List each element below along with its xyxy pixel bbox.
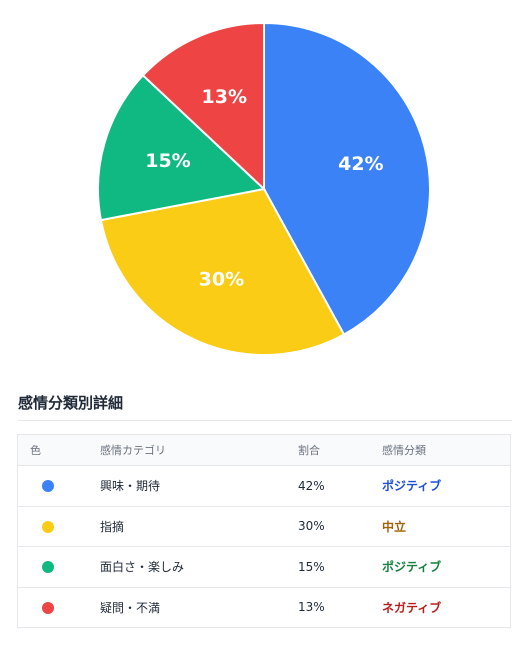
sentiment-cell: 中立 <box>382 506 511 547</box>
category-cell: 面白さ・楽しみ <box>100 546 298 588</box>
sentiment-cell: ポジティブ <box>382 465 511 507</box>
header-sentiment: 感情分類 <box>382 434 511 466</box>
pie-chart-svg: 42% 30% 15% 13% <box>97 21 431 356</box>
table-row: 疑問・不満 13% ネガティブ <box>18 587 511 628</box>
header-ratio: 割合 <box>298 434 382 466</box>
color-dot <box>42 480 54 493</box>
ratio-cell: 42% <box>298 465 382 507</box>
category-cell: 疑問・不満 <box>100 600 161 615</box>
pie-slice-label-1: 42% <box>338 153 383 175</box>
pie-slice-1 <box>263 21 431 336</box>
pie-slice-label-3: 15% <box>145 150 190 172</box>
detail-table: 色 感情カテゴリ 割合 感情分類 興味・期待 42% ポジティブ 指摘 30% … <box>17 434 511 628</box>
color-dot <box>42 561 54 574</box>
table-row: 興味・期待 42% ポジティブ <box>17 465 511 507</box>
ratio-cell: 30% <box>298 506 382 547</box>
category-cell: 指摘 <box>100 506 298 547</box>
ratio-cell: 13% <box>298 600 325 615</box>
section-title: 感情分類別詳細 <box>18 394 124 412</box>
sentiment-cell: ネガティブ <box>382 600 442 615</box>
pie-slice-4 <box>141 21 265 192</box>
table-row: 指摘 30% 中立 <box>17 506 511 547</box>
color-dot <box>42 520 54 533</box>
pie-slice-3 <box>97 73 267 222</box>
ratio-cell: 15% <box>298 546 382 588</box>
category-cell: 興味・期待 <box>100 465 298 507</box>
header-category: 感情カテゴリ <box>100 434 298 466</box>
pie-chart: 42% 30% 15% 13% <box>97 21 431 356</box>
header-color: 色 <box>17 434 100 466</box>
table-row: 面白さ・楽しみ 15% ポジティブ <box>17 546 511 588</box>
pie-slice-label-2: 30% <box>199 268 244 290</box>
pie-slice-label-4: 13% <box>202 86 247 108</box>
color-dot <box>42 601 54 614</box>
sentiment-cell: ポジティブ <box>382 546 511 588</box>
section-divider <box>18 420 512 421</box>
table-header-row: 色 感情カテゴリ 割合 感情分類 <box>17 434 511 466</box>
pie-slice-2 <box>99 187 346 356</box>
